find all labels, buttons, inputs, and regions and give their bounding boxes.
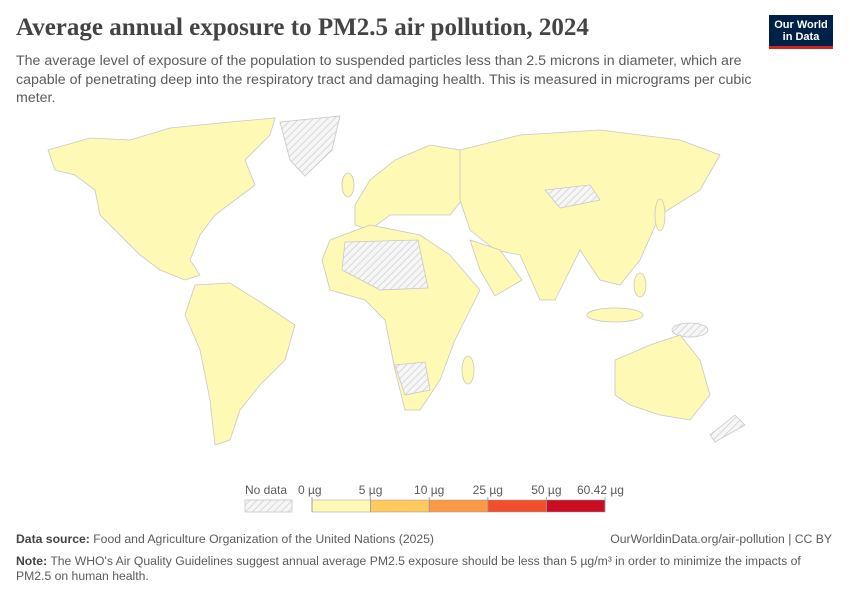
no-data-label: No data [245,483,287,497]
logo[interactable]: Our World in Data [769,15,833,49]
legend-tick-label: 0 µg [298,483,322,497]
madagascar [461,355,475,385]
no-data-swatch [244,499,293,513]
note-text: The WHO's Air Quality Guidelines suggest… [16,554,801,583]
legend-bin [546,499,606,513]
sahara-no-data [341,239,429,291]
uk [341,172,355,198]
legend-bin [487,499,547,513]
legend-bin [370,499,430,513]
new-guinea [671,322,709,338]
world-map [47,115,746,446]
source: Data source: Food and Agriculture Organi… [16,532,434,547]
australia [614,334,711,421]
title: Average annual exposure to PM2.5 air pol… [16,14,589,41]
source-label: Data source: [16,532,90,546]
southern-africa-no-data [394,361,431,396]
legend-tick-label: 10 µg [414,483,444,497]
europe [354,144,471,231]
note-label: Note: [16,554,48,568]
url[interactable]: OurWorldinData.org/air-pollution | CC BY [610,532,832,546]
japan [654,198,666,232]
legend-tick-label: 60.42 µg [577,483,624,497]
greenland [279,115,341,177]
new-zealand [709,414,746,443]
legend-bin [311,499,371,513]
south-america [184,282,296,446]
north-america [47,117,276,281]
legend-bin [428,499,489,513]
subtitle: The average level of exposure of the pop… [16,53,752,106]
legend-tick-label: 50 µg [531,483,561,497]
mongolia-no-data [544,184,601,209]
arabia [469,239,523,297]
philippines [633,272,647,298]
legend: No data 0 µg 5 µg 10 µg 25 µg 50 µg 60.42 µg [244,483,624,513]
legend-tick-label: 25 µg [473,483,503,497]
note: Note: The WHO's Air Quality Guidelines s… [16,554,836,584]
legend-tick-label: 5 µg [359,483,383,497]
indonesia [586,307,644,323]
source-text: Food and Agriculture Organization of the… [93,532,434,546]
